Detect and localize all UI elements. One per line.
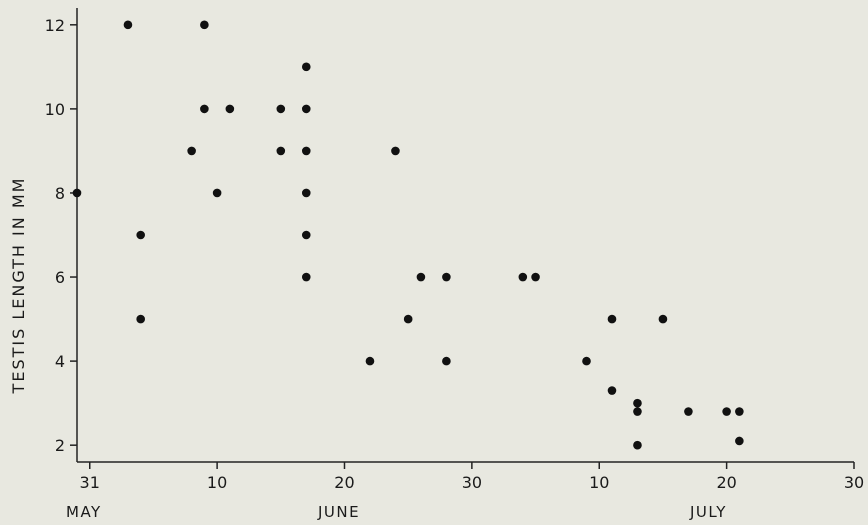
data-point [225, 104, 235, 114]
data-point [276, 104, 286, 114]
data-point [301, 272, 311, 282]
data-point [187, 146, 196, 156]
data-point [403, 314, 413, 324]
data-point [442, 272, 451, 282]
data-point [136, 230, 145, 240]
data-point [276, 146, 286, 156]
y-tick-label: 4 [55, 352, 65, 371]
y-tick-label: 2 [55, 436, 65, 455]
month-label-may: MAY [66, 503, 102, 521]
x-tick-label: 30 [462, 473, 482, 492]
data-point [582, 356, 591, 366]
data-point [136, 314, 145, 324]
data-point [607, 314, 617, 324]
y-tick-label: 10 [45, 100, 65, 119]
data-point [123, 20, 133, 30]
data-point [518, 272, 528, 282]
x-tick-label: 10 [207, 473, 227, 492]
data-point [735, 436, 744, 446]
data-point [442, 356, 451, 366]
data-point [658, 314, 668, 324]
data-point [301, 146, 311, 156]
y-axis-label: TESTIS LENGTH IN MM [9, 177, 28, 395]
data-point [416, 272, 426, 282]
data-points [72, 20, 744, 450]
month-label-june: JUNE [318, 503, 361, 521]
data-point [72, 188, 82, 198]
data-point [391, 146, 400, 156]
data-point [301, 188, 311, 198]
data-point [200, 104, 209, 114]
x-ticks: 31 10 20 30 10 20 30 [80, 462, 864, 492]
y-axis-label-box: TESTIS LENGTH IN MM [9, 177, 28, 395]
data-point [684, 407, 693, 416]
axes [76, 8, 854, 463]
data-point [301, 104, 311, 114]
data-point [633, 398, 642, 408]
data-point [735, 407, 744, 416]
data-point [301, 62, 311, 72]
y-tick-label: 12 [45, 16, 65, 35]
data-point [531, 272, 540, 282]
data-point [365, 356, 375, 366]
x-tick-label: 20 [716, 473, 736, 492]
data-point [301, 230, 311, 240]
data-point [200, 20, 209, 30]
data-point [212, 188, 222, 198]
data-point [633, 440, 642, 450]
x-tick-label: 10 [589, 473, 609, 492]
data-point [722, 407, 731, 416]
x-tick-label: 31 [80, 473, 100, 492]
y-tick-label: 8 [55, 184, 65, 203]
x-tick-label: 30 [844, 473, 864, 492]
y-ticks: 2 4 6 8 10 12 [45, 16, 77, 455]
x-tick-label: 20 [334, 473, 354, 492]
data-point [607, 386, 617, 395]
month-label-july: JULY [690, 503, 727, 521]
data-point [633, 407, 642, 416]
y-tick-label: 6 [55, 268, 65, 287]
